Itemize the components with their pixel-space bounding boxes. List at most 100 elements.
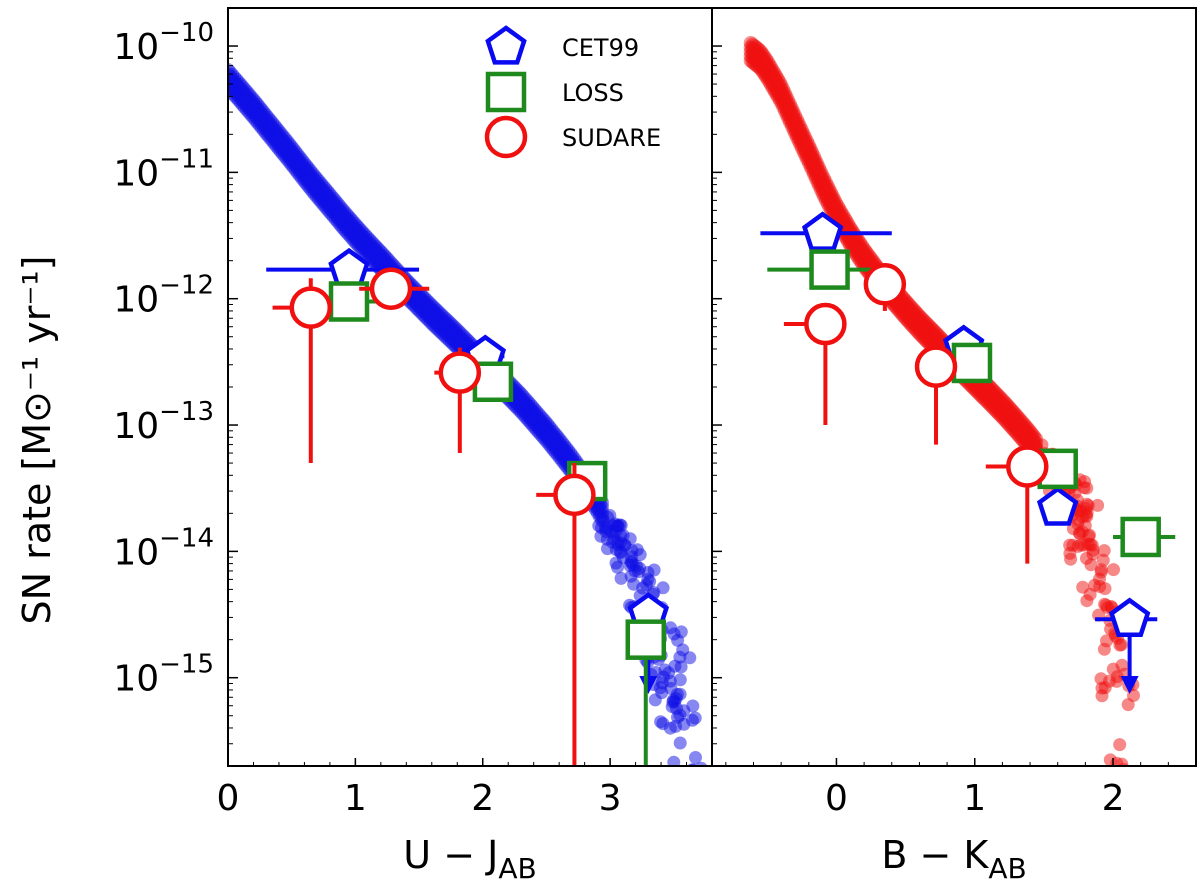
model-point: [786, 109, 801, 124]
model-point: [747, 56, 762, 71]
model-point: [358, 228, 373, 243]
model-point: [913, 318, 927, 333]
model-point: [275, 138, 290, 153]
model-point: [347, 234, 362, 249]
model-point: [1097, 642, 1111, 656]
model-point: [512, 385, 527, 400]
model-point: [426, 313, 440, 327]
model-point: [854, 243, 869, 258]
model-point: [314, 185, 328, 200]
series-cet99-b-k: [760, 211, 1158, 694]
model-point: [305, 179, 320, 194]
model-point: [282, 145, 297, 160]
model-point: [791, 133, 806, 148]
model-point: [995, 401, 1009, 416]
model-point: [991, 388, 1006, 403]
model-point: [356, 226, 371, 241]
model-point: [928, 329, 943, 344]
model-point: [252, 100, 267, 115]
model-point: [748, 49, 763, 63]
model-point: [307, 173, 322, 188]
model-point: [974, 380, 989, 395]
model-point: [774, 83, 789, 97]
model-point: [233, 77, 248, 92]
model-point: [440, 314, 455, 328]
model-point: [554, 435, 569, 450]
model-point: [339, 224, 354, 239]
model-point: [810, 161, 825, 176]
model-point: [853, 249, 868, 264]
model-point: [1017, 430, 1032, 445]
model-point: [829, 200, 844, 215]
model-point: [250, 97, 265, 112]
model-point: [692, 776, 705, 789]
model-point: [540, 434, 555, 449]
model-point: [345, 218, 360, 233]
model-point: [754, 62, 768, 77]
model-point: [529, 409, 544, 424]
model-point: [362, 246, 377, 261]
model-point: [559, 445, 574, 460]
model-point: [411, 302, 426, 317]
model-point: [918, 319, 933, 334]
model-point: [918, 314, 933, 329]
model-point: [750, 59, 765, 74]
model-point: [892, 304, 907, 319]
model-point: [447, 333, 462, 348]
model-point: [297, 160, 312, 175]
model-point: [904, 300, 919, 315]
model-point: [265, 129, 280, 144]
model-point: [316, 183, 331, 198]
y-tick-label: 10−12: [113, 271, 214, 321]
model-point: [998, 396, 1013, 411]
model-point: [407, 298, 421, 313]
model-point: [248, 95, 263, 110]
model-point: [269, 130, 284, 145]
model-point: [438, 329, 453, 344]
model-point: [764, 65, 779, 79]
model-point: [546, 433, 561, 448]
model-point: [426, 299, 440, 314]
model-point: [271, 128, 286, 143]
model-point: [409, 291, 424, 306]
model-point: [996, 394, 1011, 409]
model-point: [259, 112, 273, 127]
model-point: [1003, 410, 1018, 425]
model-point: [525, 408, 540, 423]
model-point: [519, 397, 533, 412]
model-point: [510, 383, 525, 398]
model-point: [531, 420, 546, 435]
x-tick-label: 1: [344, 778, 367, 819]
model-point: [280, 143, 295, 158]
model-point: [228, 83, 238, 98]
model-point: [795, 123, 809, 138]
model-point: [436, 323, 451, 338]
model-point: [822, 182, 837, 197]
model-point: [297, 156, 312, 171]
model-point: [413, 304, 428, 319]
model-point: [1001, 399, 1016, 414]
model-point: [303, 177, 318, 192]
model-point: [848, 232, 862, 247]
model-point: [813, 182, 828, 197]
model-point: [901, 309, 915, 324]
model-point: [333, 217, 347, 232]
model-point: [745, 41, 760, 56]
model-point: [320, 202, 335, 216]
model-point: [542, 428, 557, 443]
model-point: [752, 56, 767, 71]
model-point: [902, 298, 917, 313]
model-point: [807, 162, 821, 177]
model-point: [757, 67, 772, 82]
model-point: [292, 168, 307, 183]
model-point: [426, 304, 440, 319]
model-point: [750, 41, 765, 56]
legend-entry-loss: LOSS: [485, 71, 624, 113]
model-point: [769, 69, 784, 84]
model-point: [273, 139, 288, 154]
model-point: [428, 319, 443, 334]
model-point: [455, 332, 470, 347]
model-point: [421, 313, 436, 328]
model-point: [803, 159, 818, 174]
model-point: [282, 154, 297, 169]
